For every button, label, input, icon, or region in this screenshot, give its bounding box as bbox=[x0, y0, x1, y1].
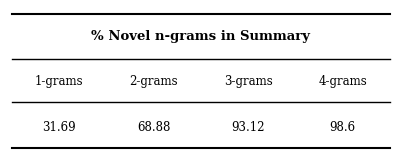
Text: 68.88: 68.88 bbox=[137, 121, 170, 134]
Text: 2-grams: 2-grams bbox=[129, 75, 178, 88]
Text: 4-grams: 4-grams bbox=[318, 75, 366, 88]
Text: % Novel n-grams in Summary: % Novel n-grams in Summary bbox=[91, 30, 310, 43]
Text: 98.6: 98.6 bbox=[329, 121, 355, 134]
Text: 31.69: 31.69 bbox=[43, 121, 76, 134]
Text: 3-grams: 3-grams bbox=[223, 75, 272, 88]
Text: 1-grams: 1-grams bbox=[35, 75, 83, 88]
Text: 93.12: 93.12 bbox=[231, 121, 264, 134]
